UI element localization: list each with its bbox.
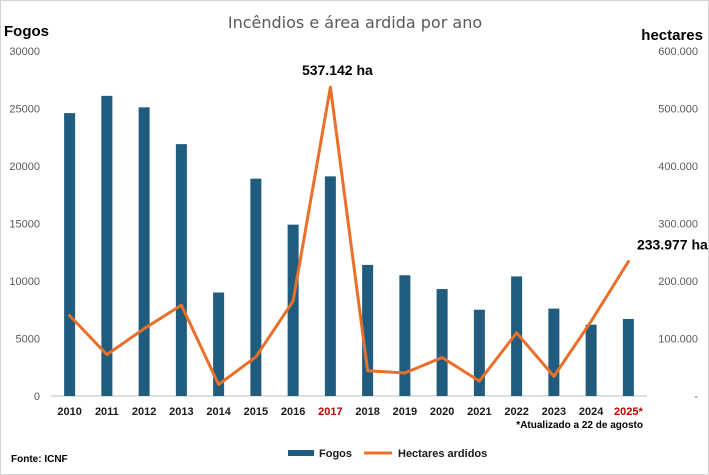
right-axis-ticks: - 100.000 200.000 300.000 400.000 500.000 600.… <box>658 46 698 403</box>
x-tick-label: 2024 <box>579 406 604 418</box>
x-tick-label: 2014 <box>206 406 231 418</box>
left-tick-label: 20000 <box>9 161 40 173</box>
footnote: *Atualizado a 22 de agosto <box>516 420 643 431</box>
fogos-bar <box>64 113 76 396</box>
fogos-bar <box>175 144 187 396</box>
x-tick-label: 2025* <box>614 406 643 418</box>
right-tick-label: 200.000 <box>658 276 698 288</box>
left-tick-label: 25000 <box>9 104 40 116</box>
fogos-bar <box>324 176 336 396</box>
fogos-bar <box>287 224 299 396</box>
data-annotation: 233.977 ha <box>637 236 708 252</box>
x-tick-label: 2010 <box>57 406 81 418</box>
hectares-line <box>68 85 630 386</box>
fogos-bar <box>213 292 225 396</box>
x-axis-ticks: 2010 2011 2012 2013 2014 2015 2016 2017 2018 2019… <box>57 406 643 418</box>
right-tick-label: - <box>694 391 698 403</box>
x-tick-label: 2020 <box>430 406 454 418</box>
right-tick-label: 300.000 <box>658 219 698 231</box>
x-tick-label: 2022 <box>504 406 528 418</box>
x-tick-label: 2013 <box>169 406 193 418</box>
annotations: 537.142 ha 233.977 ha <box>302 62 708 252</box>
left-axis-title: Fogos <box>4 23 49 40</box>
x-tick-label: 2011 <box>95 406 119 418</box>
fogos-bar <box>436 289 448 396</box>
fogos-bar <box>138 107 150 396</box>
left-tick-label: 5000 <box>16 334 40 346</box>
fogos-bar <box>511 276 523 396</box>
x-tick-label: 2017 <box>318 406 342 418</box>
right-tick-label: 500.000 <box>658 104 698 116</box>
left-tick-label: 10000 <box>9 276 40 288</box>
chart-title: Incêndios e área ardida por ano <box>228 13 482 32</box>
legend-hectares-label: Hectares ardidos <box>398 448 487 460</box>
fogos-bar <box>473 309 485 396</box>
data-annotation: 537.142 ha <box>302 62 373 78</box>
left-tick-label: 30000 <box>9 46 40 58</box>
fogos-bar <box>250 178 262 396</box>
fogos-bar <box>622 318 634 396</box>
left-tick-label: 0 <box>34 391 40 403</box>
right-tick-label: 400.000 <box>658 161 698 173</box>
left-tick-label: 15000 <box>9 219 40 231</box>
fogos-bar <box>101 95 113 396</box>
x-tick-label: 2018 <box>355 406 379 418</box>
right-tick-label: 100.000 <box>658 334 698 346</box>
fogos-bar <box>585 324 597 396</box>
legend-fogos-label: Fogos <box>319 448 352 460</box>
legend: Fogos Hectares ardidos <box>288 448 487 460</box>
fogos-bar <box>399 275 411 396</box>
x-tick-label: 2016 <box>281 406 305 418</box>
left-axis-ticks: 0 5000 10000 15000 20000 25000 30000 <box>9 46 40 403</box>
fogos-bar <box>362 264 374 396</box>
fogos-bar <box>548 308 560 396</box>
source-label: Fonte: ICNF <box>11 454 68 465</box>
right-axis-title: hectares <box>641 27 703 44</box>
fogos-bars <box>64 95 634 396</box>
x-tick-label: 2019 <box>393 406 417 418</box>
x-tick-label: 2021 <box>467 406 491 418</box>
right-tick-label: 600.000 <box>658 46 698 58</box>
x-tick-label: 2023 <box>542 406 566 418</box>
x-tick-label: 2012 <box>132 406 156 418</box>
legend-fogos-swatch <box>288 450 314 456</box>
x-tick-label: 2015 <box>244 406 268 418</box>
